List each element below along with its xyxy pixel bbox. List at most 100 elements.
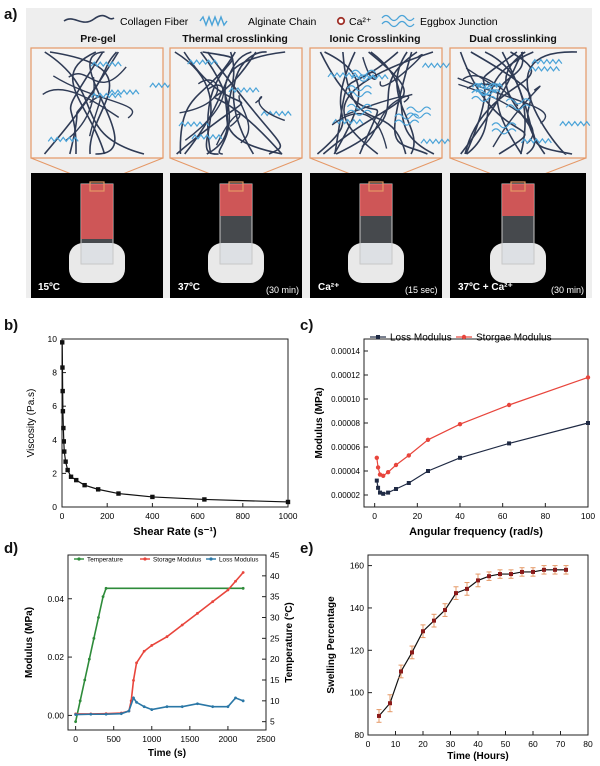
state-title-dual: Dual crosslinking [469, 33, 557, 45]
swelling-point [377, 713, 381, 718]
alginate-chain [327, 71, 359, 78]
storage-point [406, 453, 411, 458]
vial [348, 181, 404, 283]
gel-red [502, 184, 534, 216]
series-point [104, 586, 108, 590]
legend-marker [77, 557, 81, 561]
storage-point [585, 375, 591, 380]
legend-eggbox-label: Eggbox Junction [420, 16, 498, 28]
y-axis-label: Modulus (MPa) [314, 387, 325, 458]
swelling-point [542, 567, 546, 572]
loss-point [376, 485, 381, 490]
viscosity-point [61, 425, 66, 431]
alginate-chain [90, 92, 122, 99]
y2-tick-label: 20 [270, 654, 280, 664]
loss-point [381, 491, 386, 496]
vial [208, 181, 264, 283]
legend-marker [461, 334, 467, 340]
panel-label-e: e) [300, 540, 314, 557]
y2-axis-label: Temperature (°C) [284, 602, 295, 683]
zoom-frame [510, 181, 526, 192]
x-axis-label: Shear Rate (s⁻¹) [133, 526, 217, 538]
series-point [150, 708, 154, 711]
collagen-fiber [496, 51, 524, 155]
swelling-point [520, 569, 524, 574]
x-tick-label: 200 [100, 511, 114, 521]
alginate-chain [520, 137, 552, 144]
storage-point [393, 462, 399, 468]
swelling-point [410, 650, 414, 655]
x-tick-label: 0 [372, 511, 377, 521]
viscosity-point [95, 487, 101, 492]
storage-point [374, 455, 379, 460]
y2-tick-label: 30 [270, 613, 280, 623]
y-tick-label: 140 [350, 603, 364, 613]
calcium-legend-icon [336, 16, 346, 26]
alginate-legend-icon [199, 15, 228, 27]
y-tick-label: 0.02 [47, 652, 64, 662]
loss-point [426, 469, 430, 473]
eggbox-junction [475, 83, 501, 96]
legend-alginate-label: Alginate Chain [248, 16, 316, 28]
condition-thermal: 37ºC [178, 282, 200, 293]
x-tick-label: 0 [73, 734, 78, 744]
y2-tick-label: 15 [270, 675, 280, 685]
storage-point [457, 422, 463, 427]
x-tick-label: 0 [366, 739, 371, 749]
swelling-point [432, 618, 436, 623]
x-tick-label: 40 [473, 739, 483, 749]
viscosity-point [116, 491, 121, 496]
x-tick-label: 1000 [279, 511, 298, 521]
series-point [89, 712, 93, 716]
x-axis-label: Angular frequency (rad/s) [409, 526, 543, 538]
collagen-fiber [179, 51, 236, 155]
alginate-chain [260, 110, 292, 117]
zoom-frame [89, 181, 105, 192]
collagen-fiber [184, 84, 225, 141]
panel-label-c: c) [300, 317, 314, 334]
x-tick-label: 100 [581, 511, 595, 521]
viscosity-line [61, 342, 289, 503]
y-tick-label: 0.00006 [331, 443, 360, 452]
viscosity-point [60, 388, 65, 394]
y-tick-label: 0.00014 [331, 347, 360, 356]
loss-point [394, 487, 398, 491]
fiber-network [457, 51, 591, 155]
collagen-fiber [89, 51, 116, 155]
zoom-frame [368, 181, 384, 192]
viscosity-point [60, 340, 65, 345]
collagen-fiber [49, 51, 111, 155]
series-point [101, 595, 105, 599]
chart-time-sweep: 0 500 1000 1500 2000 2500 0.00 0.02 0.04 5 10 15 20 2… [24, 550, 295, 759]
panel-label-b: b) [4, 317, 19, 334]
glove-hand [348, 243, 404, 283]
storage-point [385, 470, 391, 475]
x-tick-label: 40 [455, 511, 465, 521]
x-tick-label: 800 [236, 511, 250, 521]
alginate-chain [187, 59, 219, 66]
series-point [211, 705, 215, 709]
x-tick-label: 1000 [142, 734, 161, 744]
collagen-fiber [65, 77, 95, 142]
series-point [142, 705, 146, 709]
alginate-chain [559, 120, 591, 127]
swelling-point [388, 701, 392, 706]
loss-point [386, 490, 391, 495]
y-tick-label: 0 [52, 502, 57, 512]
eggbox-junction [505, 98, 531, 111]
legend-a: Collagen Fiber Alginate Chain Ca²⁺ Eggbo… [63, 14, 498, 28]
series-point [74, 720, 78, 724]
x-tick-label: 30 [446, 739, 456, 749]
alginate-chain [47, 136, 79, 143]
swelling-point [465, 586, 469, 591]
collagen-fiber [324, 51, 360, 155]
x-tick-label: 400 [145, 511, 159, 521]
vial [490, 181, 546, 283]
schematic-panel: Collagen Fiber Alginate Chain Ca²⁺ Eggbo… [0, 0, 600, 305]
glove-hand [490, 243, 546, 283]
swelling-line [378, 569, 566, 717]
viscosity-point [150, 494, 155, 500]
legend-marker [376, 335, 380, 339]
swelling-point [399, 669, 403, 674]
legend-label: Storgae Modulus [476, 333, 552, 344]
